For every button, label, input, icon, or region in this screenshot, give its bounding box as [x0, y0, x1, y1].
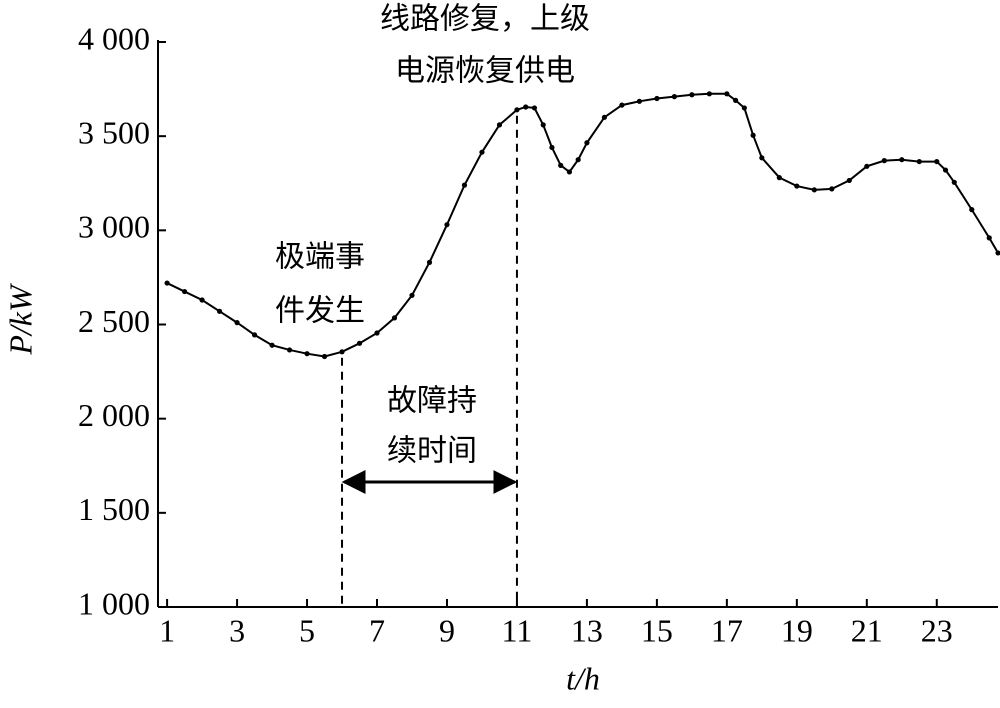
y-axis-label: P/kW: [2, 282, 38, 356]
point: [199, 297, 205, 303]
point: [321, 353, 328, 360]
point: [794, 183, 800, 189]
x-tick-label: 23: [921, 612, 953, 648]
point: [829, 186, 835, 192]
annotation: 电源恢复供电: [395, 54, 575, 89]
point: [234, 320, 240, 326]
point: [969, 207, 975, 213]
y-tick-label: 3 500: [78, 115, 150, 151]
point: [864, 163, 870, 169]
point: [164, 280, 170, 286]
point: [601, 114, 608, 120]
line: [166, 92, 999, 358]
point: [671, 94, 677, 100]
y-tick-label: 2 500: [78, 303, 150, 339]
point: [741, 105, 747, 111]
x-tick-label: 11: [502, 612, 533, 648]
y-tick-label: 1 000: [78, 585, 150, 621]
point: [216, 308, 223, 314]
point: [461, 182, 468, 188]
x-tick-label: 21: [851, 612, 883, 648]
point: [558, 162, 564, 168]
point: [750, 132, 756, 138]
x-tick-label: 13: [571, 612, 603, 648]
point: [356, 340, 363, 346]
point: [304, 351, 310, 357]
point: [942, 167, 949, 173]
point: [540, 122, 546, 128]
point: [514, 107, 520, 113]
point: [523, 104, 529, 110]
point: [549, 144, 555, 151]
point: [995, 250, 1000, 256]
annotation: 极端事: [275, 240, 365, 275]
annotation: 线路修复，上级: [380, 2, 590, 37]
annotation: 故障持: [387, 384, 477, 419]
point: [251, 332, 258, 338]
point: [654, 95, 660, 102]
point: [181, 288, 188, 295]
point: [409, 292, 415, 298]
point: [733, 97, 739, 103]
point: [374, 330, 380, 336]
point: [496, 122, 503, 128]
point: [269, 342, 275, 348]
x-tick-label: 1: [159, 612, 175, 648]
point: [566, 169, 573, 175]
point: [391, 315, 398, 321]
annotation: 续时间: [387, 434, 477, 469]
y-tick-label: 2 000: [78, 397, 150, 433]
point: [724, 91, 730, 97]
point: [444, 222, 450, 228]
point: [636, 98, 642, 104]
annotation: 件发生: [275, 294, 365, 329]
x-tick-label: 9: [439, 612, 455, 648]
point: [479, 149, 485, 155]
x-tick-label: 7: [369, 612, 385, 648]
point: [759, 155, 765, 161]
point: [689, 92, 695, 98]
point: [575, 157, 581, 163]
point: [951, 179, 957, 185]
point: [584, 140, 590, 146]
y-tick-label: 3 000: [78, 209, 150, 245]
point: [916, 158, 922, 165]
x-tick-label: 19: [781, 612, 813, 648]
x-tick-label: 5: [299, 612, 315, 648]
point: [811, 187, 817, 193]
y-tick-label: 1 500: [78, 491, 150, 527]
point: [706, 91, 712, 97]
point: [776, 175, 782, 181]
point: [426, 259, 433, 265]
y-tick-label: 4 000: [78, 20, 150, 56]
point: [846, 177, 852, 184]
point: [619, 102, 625, 108]
point: [881, 158, 887, 164]
point: [286, 347, 293, 353]
point: [531, 105, 538, 111]
point: [899, 157, 905, 163]
x-axis-label: t/h: [566, 660, 600, 696]
point: [934, 158, 940, 165]
x-tick-label: 15: [641, 612, 673, 648]
x-tick-label: 17: [711, 612, 743, 648]
point: [339, 349, 345, 355]
point: [986, 235, 992, 241]
x-tick-label: 3: [229, 612, 245, 648]
